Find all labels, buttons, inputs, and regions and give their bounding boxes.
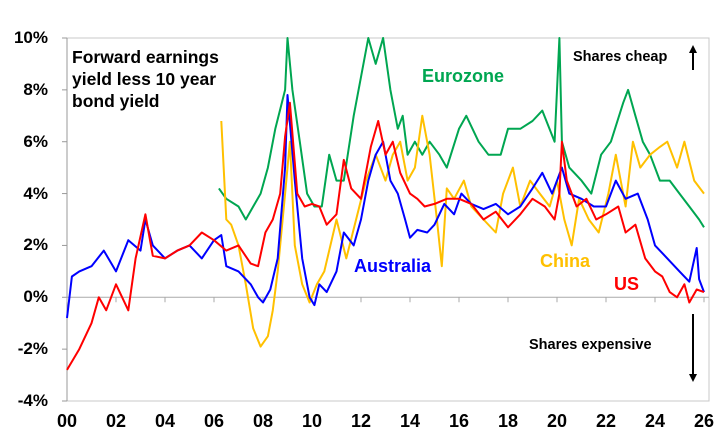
y-tick-label: 10% bbox=[13, 28, 48, 47]
x-tick-label: 12 bbox=[350, 411, 372, 431]
y-tick-label: 0% bbox=[23, 287, 48, 307]
series-line-australia bbox=[66, 94, 705, 319]
x-tick-label: 02 bbox=[105, 411, 127, 431]
shares-cheap-arrowhead bbox=[689, 45, 697, 53]
chart-title: Forward earnings yield less 10 year bond… bbox=[72, 46, 219, 112]
legend-label-us: US bbox=[614, 274, 640, 294]
x-tick-label: 18 bbox=[497, 411, 519, 431]
legend-label-china: China bbox=[540, 251, 591, 271]
x-tick-label: 08 bbox=[252, 411, 274, 431]
y-tick-label: 2% bbox=[23, 235, 48, 255]
x-tick-label: 22 bbox=[595, 411, 617, 431]
title-line: yield less 10 year bbox=[72, 69, 216, 89]
y-tick-label: -4% bbox=[17, 391, 48, 410]
title-line: Forward earnings bbox=[72, 47, 219, 67]
legend-label-eurozone: Eurozone bbox=[422, 66, 505, 86]
y-tick-label: -2% bbox=[17, 339, 48, 359]
x-tick-label: 16 bbox=[448, 411, 470, 431]
y-tick-label: 4% bbox=[23, 183, 48, 203]
legend-label-australia: Australia bbox=[354, 256, 432, 276]
series-line-us bbox=[66, 101, 705, 371]
shares-expensive-label: Shares expensive bbox=[529, 337, 652, 353]
x-tick-label: 24 bbox=[644, 411, 666, 431]
title-line: bond yield bbox=[72, 91, 160, 111]
x-tick-label: 04 bbox=[154, 411, 176, 431]
x-tick-label: 06 bbox=[203, 411, 225, 431]
shares-cheap-label: Shares cheap bbox=[573, 49, 668, 65]
shares-expensive-arrowhead bbox=[689, 374, 697, 382]
series-line-eurozone bbox=[218, 37, 705, 228]
series-line-china bbox=[220, 114, 705, 348]
x-tick-label: 20 bbox=[546, 411, 568, 431]
x-tick-label: 00 bbox=[56, 411, 78, 431]
x-tick-label: 10 bbox=[301, 411, 323, 431]
y-tick-label: 8% bbox=[23, 79, 48, 99]
y-tick-label: 6% bbox=[23, 131, 48, 151]
x-tick-label: 14 bbox=[399, 411, 421, 431]
x-tick-label: 26 bbox=[693, 411, 715, 431]
